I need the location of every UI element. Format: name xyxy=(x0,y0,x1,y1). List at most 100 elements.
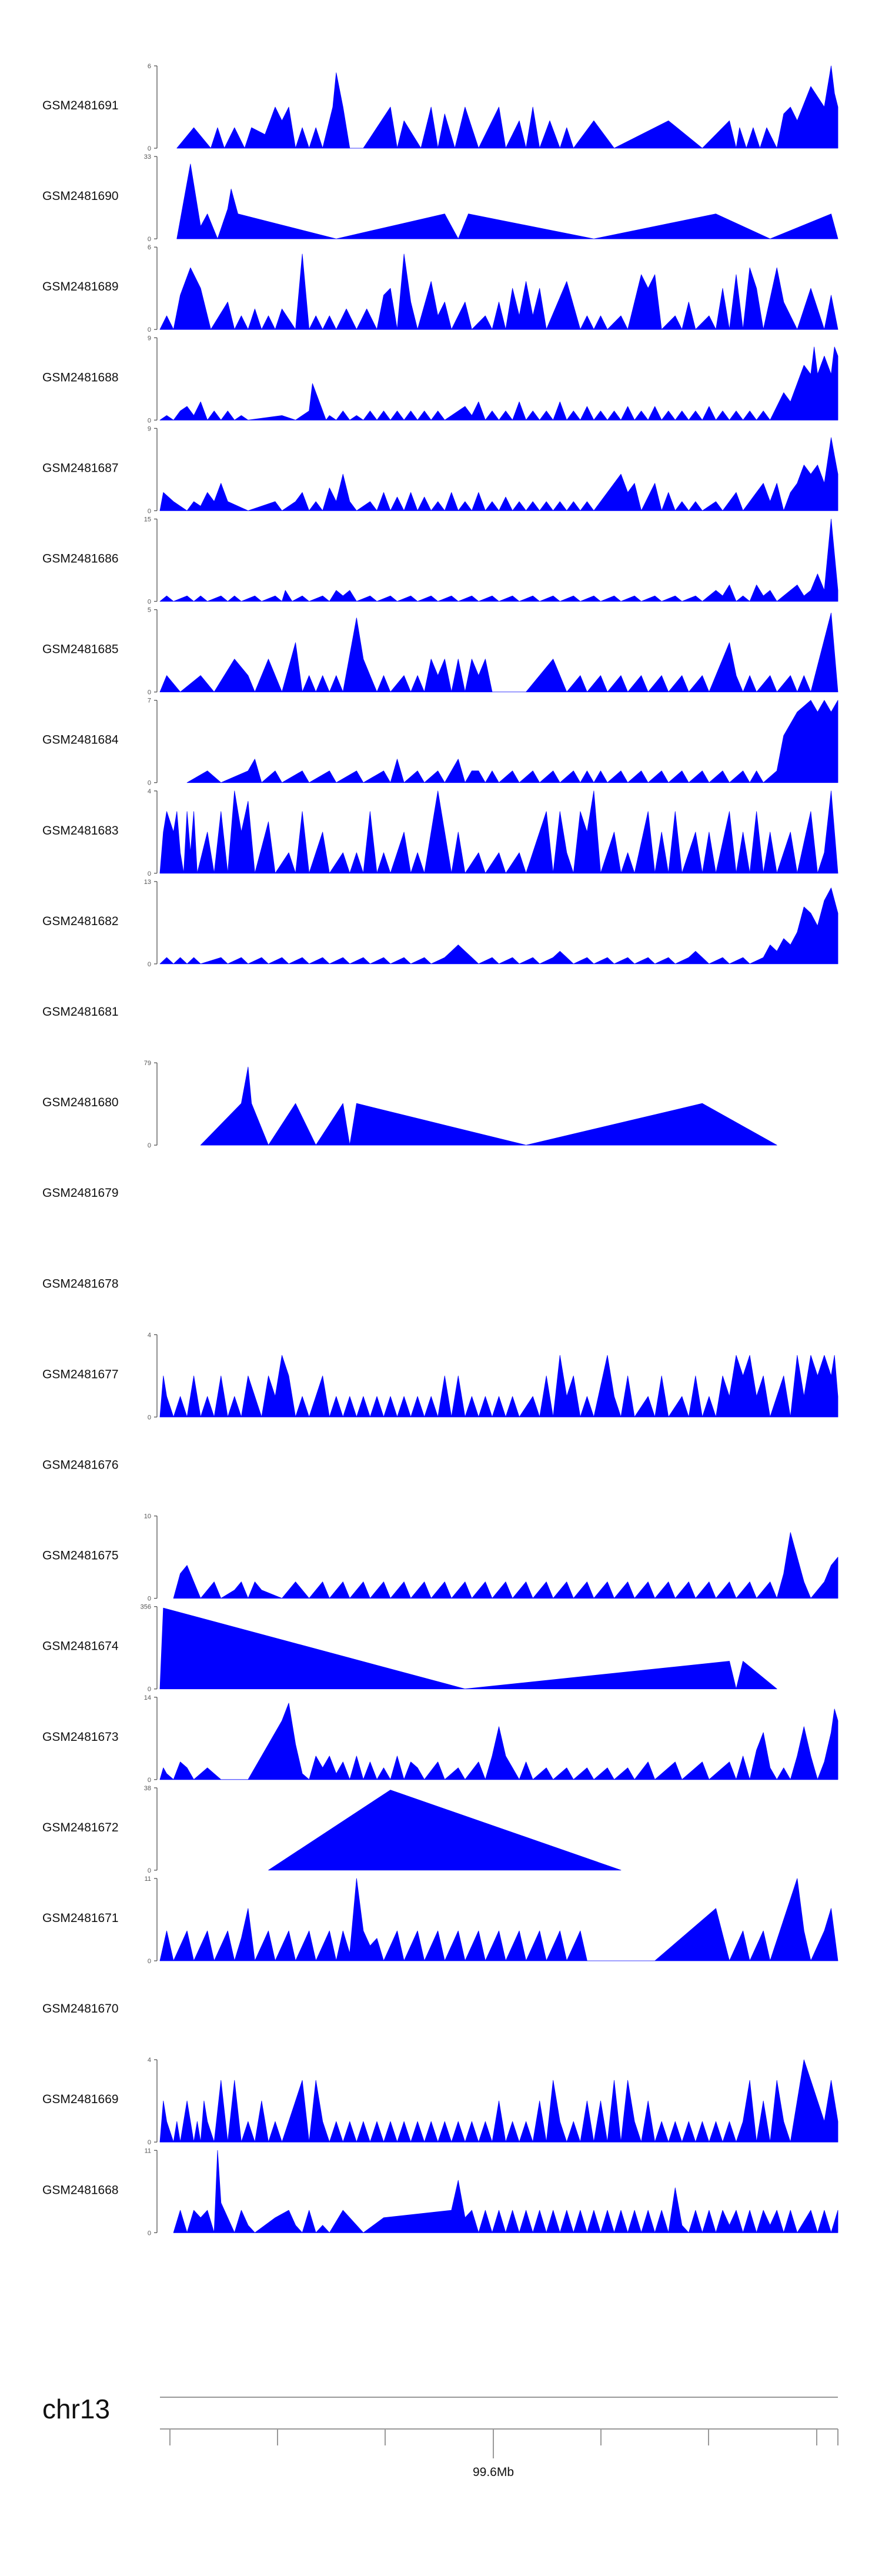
track-GSM2481685: GSM2481685 5 0 xyxy=(42,607,838,696)
y-axis-max-label: 11 xyxy=(145,1876,151,1883)
area-series xyxy=(159,519,838,602)
track-label: GSM2481670 xyxy=(42,2002,119,2016)
chromosome-label: chr13 xyxy=(42,2394,110,2424)
y-axis-max-label: 13 xyxy=(144,879,151,886)
area-series xyxy=(159,790,838,874)
y-axis-min-label: 0 xyxy=(148,599,151,606)
y-axis-max-label: 79 xyxy=(144,1060,151,1067)
y-axis-max-label: 5 xyxy=(148,607,151,614)
y-axis-min-label: 0 xyxy=(148,145,151,152)
track-GSM2481691: GSM2481691 6 0 xyxy=(42,63,838,152)
area-series xyxy=(186,700,838,783)
area-series xyxy=(176,163,838,239)
y-axis-max-label: 14 xyxy=(144,1694,151,1701)
track-GSM2481679: GSM2481679 xyxy=(42,1186,119,1200)
track-GSM2481690: GSM2481690 33 0 xyxy=(42,154,838,243)
y-axis-max-label: 7 xyxy=(148,698,151,705)
track-label: GSM2481686 xyxy=(42,552,119,566)
y-axis-max-label: 10 xyxy=(144,1513,151,1520)
area-series xyxy=(159,346,838,421)
track-GSM2481673: GSM2481673 14 0 xyxy=(42,1694,838,1784)
y-axis-max-label: 33 xyxy=(144,154,151,161)
track-GSM2481677: GSM2481677 4 0 xyxy=(42,1332,838,1421)
y-axis-max-label: 15 xyxy=(144,516,151,523)
track-label: GSM2481672 xyxy=(42,1821,119,1834)
track-GSM2481671: GSM2481671 11 0 xyxy=(42,1876,838,1965)
y-axis-min-label: 0 xyxy=(148,1867,151,1874)
track-GSM2481683: GSM2481683 4 0 xyxy=(42,788,838,877)
track-GSM2481669: GSM2481669 4 0 xyxy=(42,2057,838,2146)
y-axis-max-label: 6 xyxy=(148,63,151,70)
area-series xyxy=(159,887,838,965)
track-label: GSM2481673 xyxy=(42,1730,119,1744)
track-GSM2481676: GSM2481676 xyxy=(42,1459,119,1472)
area-series xyxy=(159,253,838,330)
track-label: GSM2481679 xyxy=(42,1186,119,1200)
y-axis-min-label: 0 xyxy=(148,236,151,243)
track-label: GSM2481680 xyxy=(42,1096,119,1109)
track-label: GSM2481691 xyxy=(42,99,119,112)
y-axis-min-label: 0 xyxy=(148,417,151,424)
track-GSM2481674: GSM2481674 356 0 xyxy=(42,1604,777,1693)
track-label: GSM2481669 xyxy=(42,2093,119,2106)
track-label: GSM2481685 xyxy=(42,643,119,656)
y-axis-min-label: 0 xyxy=(148,1414,151,1421)
track-label: GSM2481684 xyxy=(42,733,119,747)
area-series xyxy=(159,437,838,511)
track-GSM2481684: GSM2481684 7 0 xyxy=(42,698,838,787)
track-GSM2481672: GSM2481672 38 0 xyxy=(42,1785,622,1874)
track-panels: GSM248169160GSM2481690330GSM248168960GSM… xyxy=(42,63,838,2237)
track-label: GSM2481675 xyxy=(42,1549,119,1563)
y-axis-max-label: 4 xyxy=(148,788,151,795)
area-series xyxy=(159,1703,838,1780)
y-axis-min-label: 0 xyxy=(148,961,151,968)
y-axis-max-label: 4 xyxy=(148,1332,151,1339)
y-axis-min-label: 0 xyxy=(148,1686,151,1693)
y-axis-min-label: 0 xyxy=(148,2230,151,2237)
track-GSM2481675: GSM2481675 10 0 xyxy=(42,1513,838,1603)
y-axis-min-label: 0 xyxy=(148,1777,151,1784)
track-label: GSM2481678 xyxy=(42,1277,119,1290)
track-GSM2481688: GSM2481688 9 0 xyxy=(42,335,838,424)
track-label: GSM2481683 xyxy=(42,824,119,837)
y-axis-max-label: 38 xyxy=(144,1785,151,1792)
track-GSM2481686: GSM2481686 15 0 xyxy=(42,516,838,606)
y-axis-min-label: 0 xyxy=(148,780,151,787)
y-axis-max-label: 356 xyxy=(141,1604,151,1611)
area-series xyxy=(268,1790,622,1871)
area-series xyxy=(159,1607,777,1690)
y-axis-min-label: 0 xyxy=(148,689,151,696)
area-series xyxy=(200,1066,777,1146)
y-axis-min-label: 0 xyxy=(148,508,151,515)
area-series xyxy=(173,2150,838,2233)
area-series xyxy=(159,1878,838,1961)
track-label: GSM2481689 xyxy=(42,280,119,293)
y-axis-max-label: 4 xyxy=(148,2057,151,2064)
y-axis-min-label: 0 xyxy=(148,2139,151,2146)
track-GSM2481682: GSM2481682 13 0 xyxy=(42,879,838,968)
y-axis-min-label: 0 xyxy=(148,870,151,877)
track-label: GSM2481690 xyxy=(42,189,119,203)
axis-ticks xyxy=(169,2429,838,2458)
track-label: GSM2481687 xyxy=(42,461,119,475)
track-GSM2481680: GSM2481680 79 0 xyxy=(42,1060,777,1149)
track-GSM2481668: GSM2481668 11 0 xyxy=(42,2147,838,2237)
track-GSM2481687: GSM2481687 9 0 xyxy=(42,425,838,515)
track-GSM2481678: GSM2481678 xyxy=(42,1277,119,1290)
position-label: 99.6Mb xyxy=(473,2465,514,2479)
track-label: GSM2481682 xyxy=(42,915,119,928)
track-GSM2481670: GSM2481670 xyxy=(42,2002,119,2016)
track-GSM2481689: GSM2481689 6 0 xyxy=(42,244,838,333)
y-axis-max-label: 6 xyxy=(148,244,151,251)
y-axis-min-label: 0 xyxy=(148,1596,151,1603)
y-axis-max-label: 9 xyxy=(148,425,151,432)
y-axis-min-label: 0 xyxy=(148,1142,151,1149)
track-label: GSM2481668 xyxy=(42,2183,119,2197)
area-series xyxy=(173,1532,838,1599)
track-GSM2481681: GSM2481681 xyxy=(42,1005,119,1019)
track-label: GSM2481674 xyxy=(42,1640,119,1653)
area-series xyxy=(159,1355,838,1417)
track-label: GSM2481677 xyxy=(42,1367,119,1381)
y-axis-max-label: 11 xyxy=(145,2147,151,2154)
